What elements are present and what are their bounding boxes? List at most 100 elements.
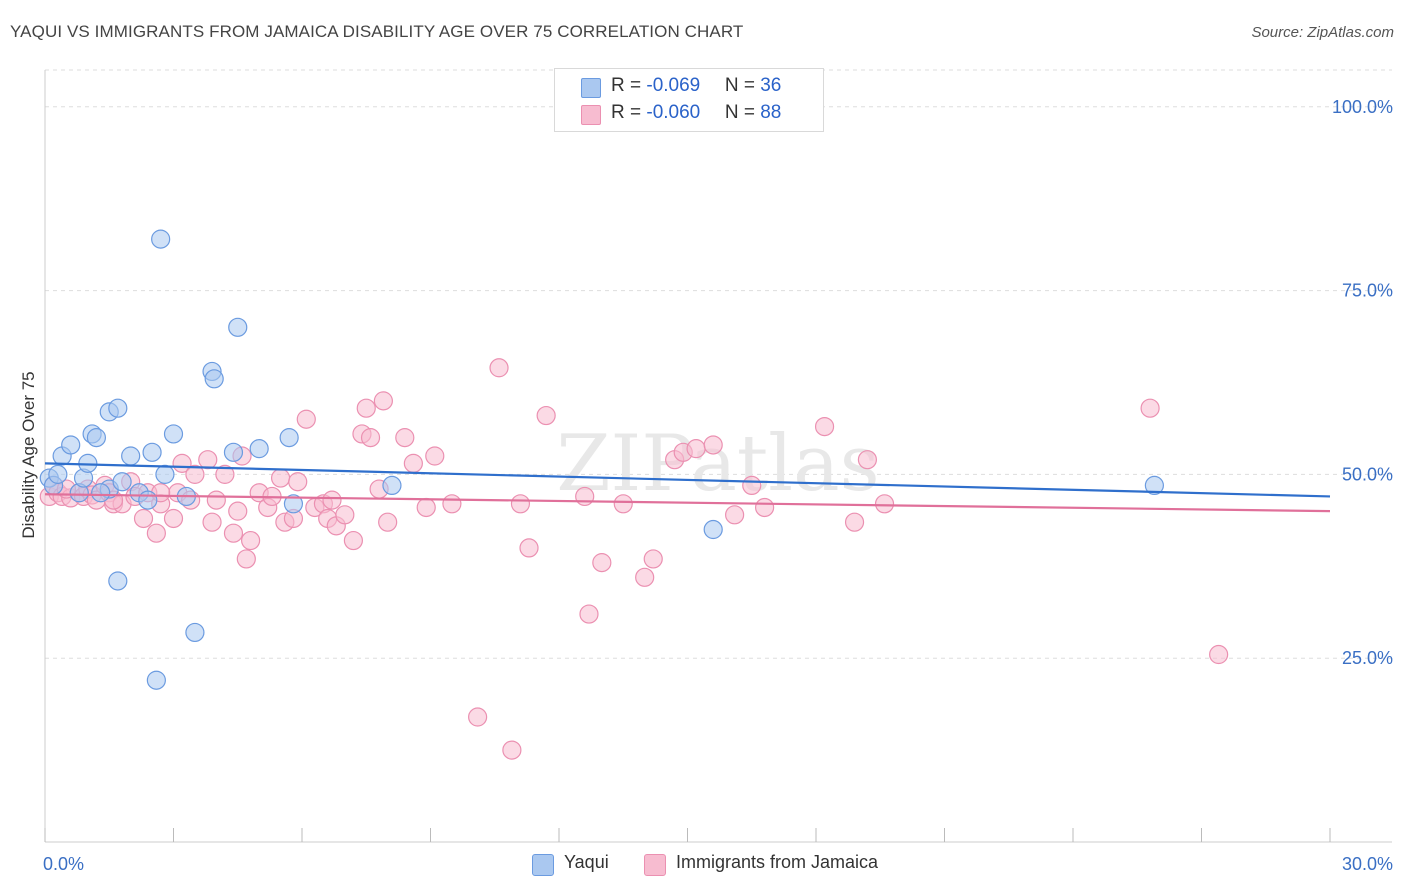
jamaica-point	[754, 497, 775, 518]
jamaica-point	[236, 549, 256, 569]
yaqui-point	[108, 571, 128, 591]
jamaica-point	[288, 472, 308, 492]
chart-title: YAQUI VS IMMIGRANTS FROM JAMAICA DISABIL…	[10, 22, 744, 41]
yaqui-point	[1144, 475, 1164, 496]
jamaica-point	[425, 446, 445, 466]
yaqui-point	[108, 398, 128, 418]
jamaica-n-label: N =	[724, 102, 761, 123]
yaqui-r-value: -0.069	[646, 75, 701, 96]
yaqui-point	[283, 494, 304, 514]
legend-jamaica-label: Immigrants from Jamaica	[676, 852, 879, 872]
jamaica-point	[814, 416, 835, 437]
jamaica-point	[198, 450, 218, 470]
jamaica-point	[206, 490, 226, 510]
jamaica-point	[742, 475, 762, 496]
jamaica-point	[725, 505, 745, 525]
jamaica-point	[322, 490, 342, 510]
jamaica-point	[335, 505, 355, 525]
jamaica-r-label: R =	[611, 102, 647, 123]
yaqui-point	[48, 464, 68, 484]
jamaica-point	[857, 450, 878, 470]
jamaica-point	[146, 523, 166, 543]
jamaica-point	[510, 494, 531, 514]
yaqui-point	[138, 490, 158, 510]
jamaica-point	[356, 398, 376, 418]
jamaica-point	[1209, 644, 1229, 665]
jamaica-r-value: -0.060	[646, 102, 701, 123]
jamaica-point	[874, 494, 895, 514]
jamaica-point	[403, 453, 423, 473]
jamaica-point	[416, 497, 436, 518]
jamaica-point	[635, 567, 655, 587]
yaqui-r-label: R =	[611, 75, 647, 96]
yaqui-point	[382, 475, 402, 496]
source-credit: Source: ZipAtlas.com	[1251, 24, 1394, 41]
jamaica-point	[579, 604, 599, 624]
yaqui-point	[142, 442, 162, 462]
jamaica-point	[360, 428, 381, 448]
jamaica-point	[378, 512, 398, 532]
jamaica-point	[502, 740, 522, 760]
yaqui-point	[163, 424, 184, 444]
y-axis-title: Disability Age Over 75	[19, 371, 38, 538]
jamaica-n-value: 88	[760, 102, 782, 123]
jamaica-point	[575, 486, 595, 507]
jamaica-point	[468, 707, 488, 727]
yaqui-point	[228, 317, 248, 337]
yaqui-n-label: N =	[724, 75, 761, 96]
yaqui-point	[86, 428, 107, 448]
jamaica-point	[1140, 398, 1160, 418]
x-tick-label: 30.0%	[1342, 854, 1393, 874]
yaqui-point	[249, 439, 269, 459]
jamaica-point	[519, 538, 539, 558]
axes	[44, 70, 1392, 843]
jamaica-point	[373, 391, 393, 411]
y-tick-label: 25.0%	[1342, 648, 1393, 668]
jamaica-point	[343, 530, 363, 551]
jamaica-point	[703, 435, 723, 455]
jamaica-point	[215, 464, 235, 484]
yaqui-point	[223, 442, 244, 462]
jamaica-point	[686, 439, 706, 459]
jamaica-point	[163, 508, 184, 529]
yaqui-point	[112, 472, 132, 492]
yaqui-point	[185, 622, 205, 643]
yaqui-point	[279, 428, 299, 448]
jamaica-point	[223, 523, 244, 543]
yaqui-point	[155, 464, 175, 484]
jamaica-point	[395, 428, 415, 448]
jamaica-point	[489, 358, 509, 378]
yaqui-point	[61, 435, 81, 455]
jamaica-point	[643, 549, 663, 569]
gridlines	[45, 69, 1392, 659]
yaqui-swatch	[581, 78, 601, 98]
legend-jamaica-swatch	[644, 854, 666, 876]
jamaica-point	[228, 501, 248, 521]
yaqui-point	[703, 519, 723, 540]
yaqui-point	[146, 670, 166, 690]
jamaica-point	[592, 553, 612, 573]
y-tick-label: 50.0%	[1342, 464, 1393, 484]
jamaica-trend-line	[44, 493, 1331, 513]
jamaica-point	[613, 494, 633, 514]
yaqui-point	[151, 229, 171, 249]
yaqui-point	[121, 446, 141, 466]
y-tick-label: 75.0%	[1342, 281, 1393, 301]
jamaica-point	[296, 409, 316, 429]
legend-yaqui-label: Yaqui	[564, 852, 609, 872]
yaqui-n-value: 36	[760, 75, 782, 96]
stats-box: R = -0.069 N = 36 R = -0.060 N = 88	[554, 68, 824, 132]
x-tick-label: 0.0%	[43, 854, 84, 874]
jamaica-point	[185, 464, 205, 484]
tick-labels: 25.0% 50.0% 75.0% 100.0% 0.0% 30.0%	[43, 97, 1393, 874]
jamaica-point	[536, 405, 556, 426]
jamaica-point	[844, 512, 865, 532]
yaqui-point	[91, 483, 111, 503]
legend-yaqui-swatch	[532, 854, 554, 876]
y-tick-label: 100.0%	[1332, 97, 1393, 117]
jamaica-point	[202, 512, 222, 532]
jamaica-point	[270, 468, 291, 488]
trend-lines	[44, 462, 1331, 513]
yaqui-point	[204, 369, 224, 389]
